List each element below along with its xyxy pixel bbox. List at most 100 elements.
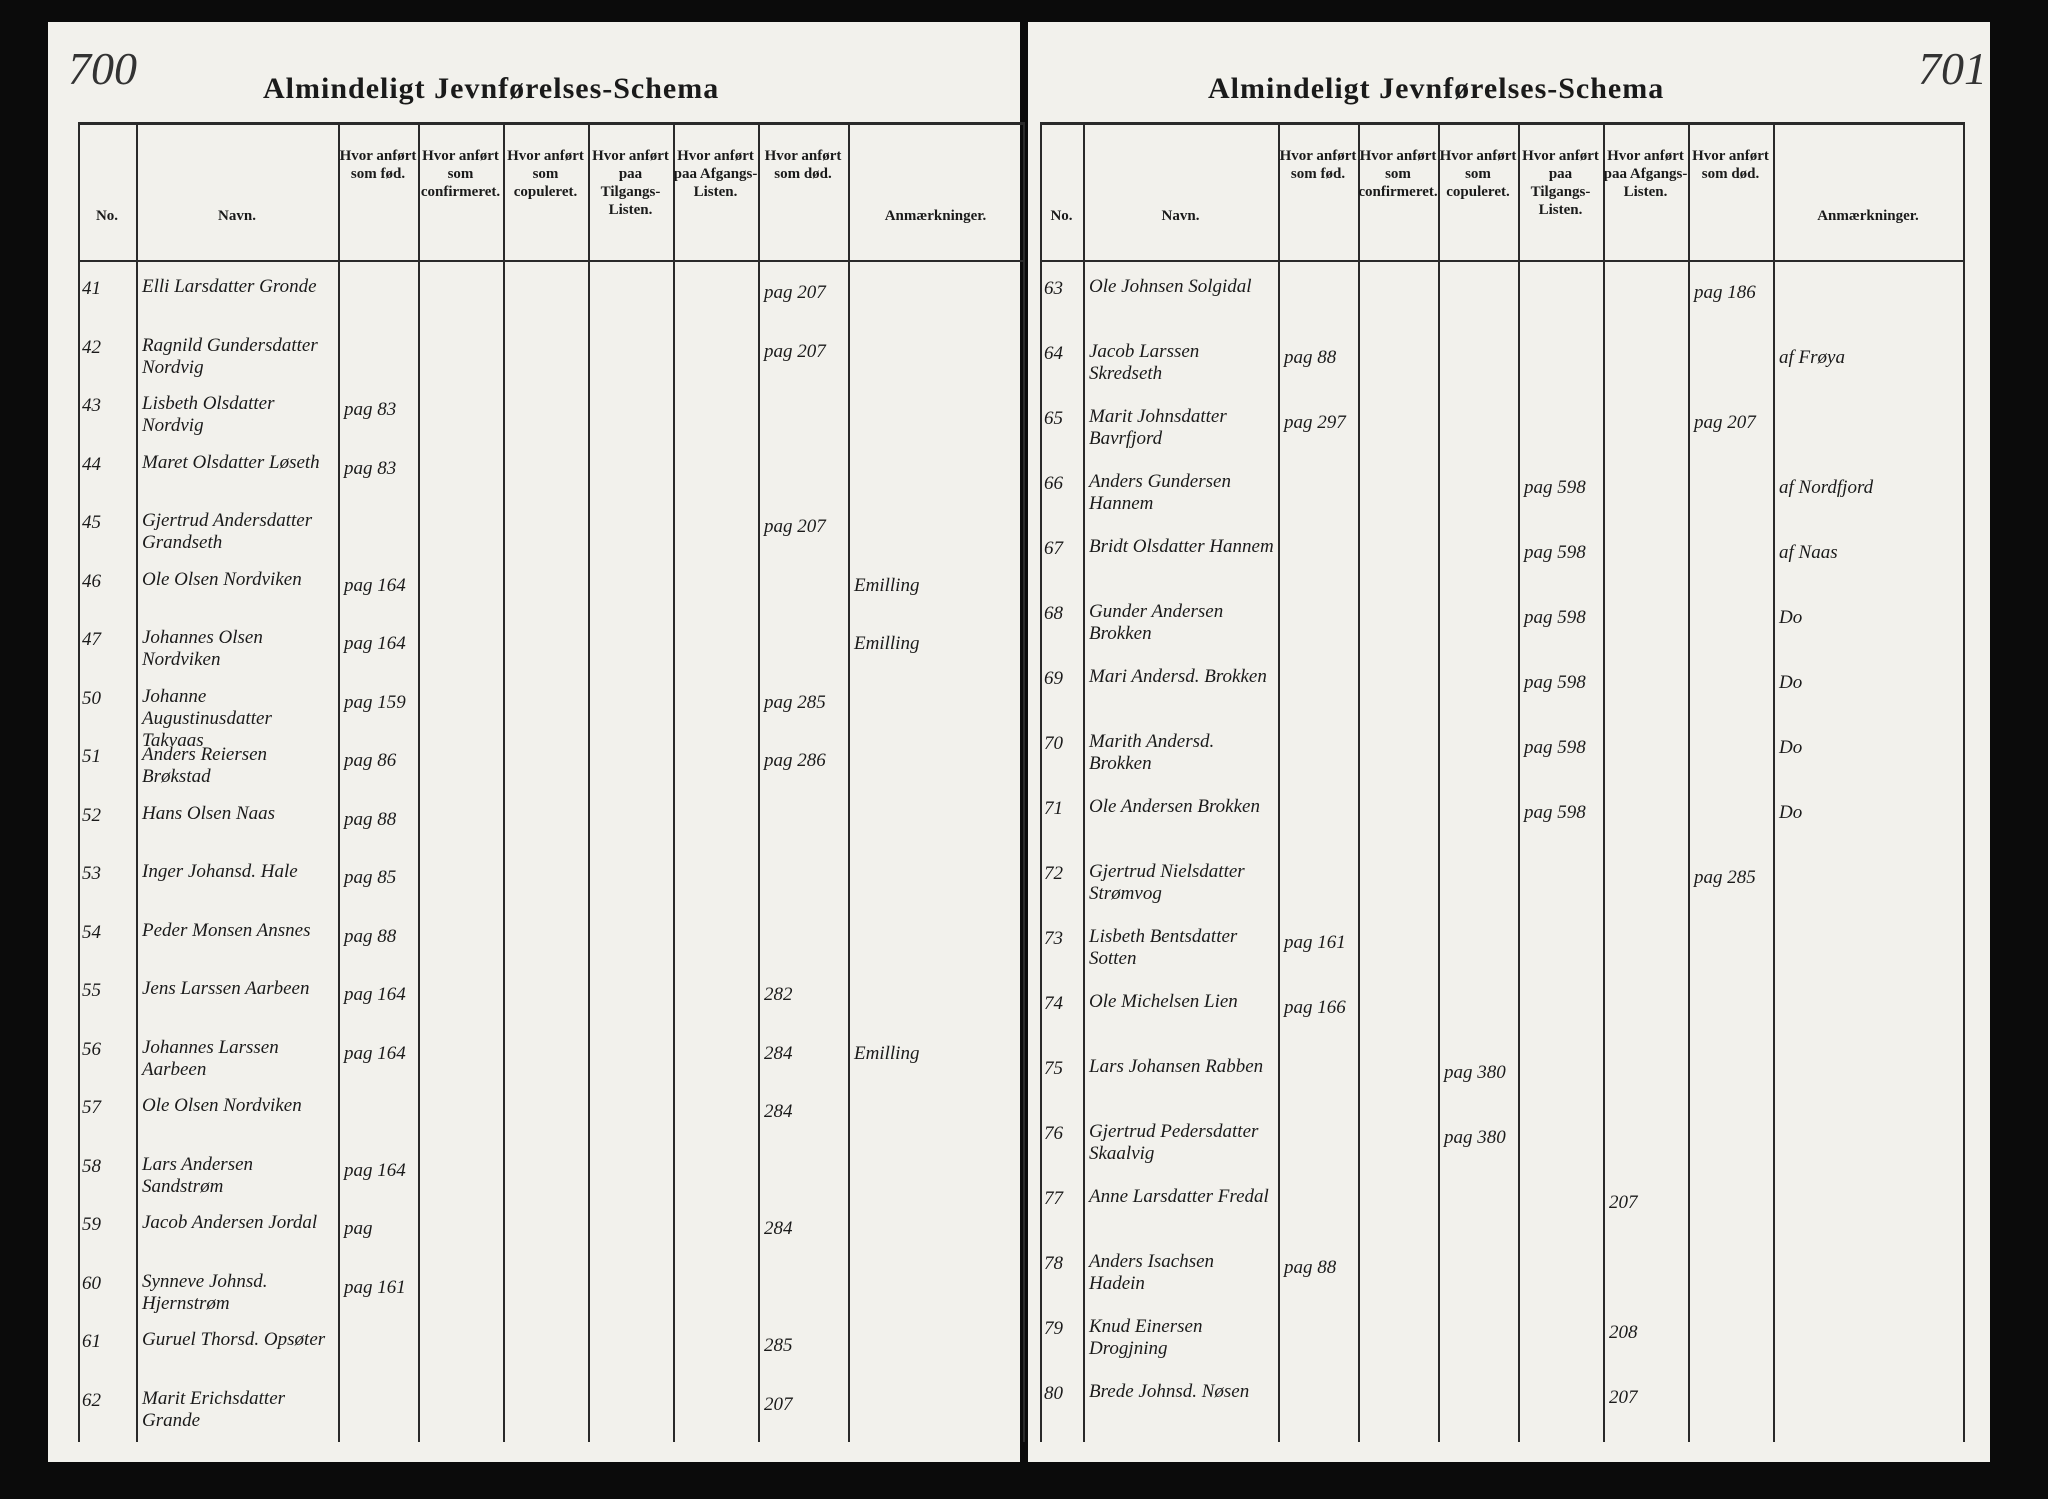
column-rule (418, 122, 420, 1442)
row-number: 80 (1044, 1383, 1063, 1404)
row-number: 53 (82, 863, 101, 884)
entry-til: pag 598 (1524, 477, 1586, 498)
row-number: 72 (1044, 863, 1063, 884)
row-name: Lars Andersen Sandstrøm (142, 1153, 254, 1197)
entry-anm: af Frøya (1779, 347, 1845, 368)
entry-dod: pag 186 (1694, 282, 1756, 303)
row-name: Anders Gundersen Hannem (1089, 471, 1231, 514)
entry-anm: af Naas (1779, 542, 1838, 563)
column-header: Hvor anført paa Afgangs-Listen. (673, 148, 758, 200)
entry-dod: pag 207 (764, 340, 826, 362)
column-rule (758, 122, 760, 1442)
row-name: Inger Johansd. Hale (142, 861, 298, 882)
row-name: Gjertrud Pedersdatter Skaalvig (1089, 1121, 1259, 1164)
page-number: 701 (1918, 43, 1987, 94)
entry-cop: pag 380 (1444, 1062, 1506, 1083)
entry-afg: 207 (1609, 1387, 1638, 1408)
row-name: Elli Larsdatter Gronde (142, 276, 317, 297)
entry-cop: pag 380 (1444, 1127, 1506, 1148)
row-name: Marit Erichsdatter Grande (142, 1387, 286, 1431)
entry-dod: 207 (764, 1393, 793, 1415)
row-name: Anne Larsdatter Fredal (1089, 1186, 1269, 1207)
entry-fod: pag 164 (344, 633, 406, 654)
row-name: Anders Reiersen Brøkstad (142, 744, 268, 787)
entry-fod: pag 159 (344, 691, 406, 713)
entry-dod: 284 (764, 1218, 793, 1239)
entry-fod: pag 88 (1284, 1257, 1337, 1278)
row-number: 59 (82, 1214, 101, 1235)
column-header: Hvor anført som confirmeret. (420, 148, 501, 200)
entry-anm: Do (1779, 607, 1803, 628)
entry-anm: Emilling (854, 633, 920, 654)
column-header: Hvor anført paa Tilgangs-Listen. (592, 148, 669, 218)
column-rule (1358, 122, 1360, 1442)
entry-fod: pag 161 (1284, 932, 1346, 953)
row-number: 56 (82, 1038, 101, 1060)
entry-fod: pag 83 (344, 399, 397, 420)
entry-anm: Emilling (854, 574, 920, 596)
row-number: 44 (82, 453, 101, 475)
entry-fod: pag 164 (344, 1159, 406, 1181)
column-header: Hvor anført som død. (1692, 148, 1769, 182)
row-number: 63 (1044, 278, 1063, 299)
row-number: 55 (82, 980, 101, 1001)
column-header: Hvor anført paa Afgangs-Listen. (1603, 148, 1688, 200)
entry-til: pag 598 (1524, 607, 1586, 628)
header-rule (78, 122, 1023, 125)
entry-fod: pag 164 (344, 984, 406, 1005)
row-number: 60 (82, 1272, 101, 1294)
row-number: 43 (82, 395, 101, 416)
row-name: Anders Isachsen Hadein (1089, 1251, 1215, 1294)
row-number: 41 (82, 278, 101, 299)
entry-dod: pag 207 (764, 516, 826, 537)
entry-dod: pag 285 (764, 691, 826, 713)
column-header: No. (95, 208, 119, 224)
left-page: 700 Almindeligt Jevnførelses-Schema No. Nav… (48, 22, 1025, 1462)
row-number: 79 (1044, 1318, 1063, 1339)
column-rule (588, 122, 590, 1442)
column-rule (136, 122, 138, 1442)
row-number: 50 (82, 687, 101, 709)
row-number: 66 (1044, 473, 1063, 494)
row-name: Brede Johnsd. Nøsen (1089, 1381, 1250, 1402)
row-name: Mari Andersd. Brokken (1089, 666, 1267, 687)
column-header: No. (1050, 208, 1073, 224)
entry-til: pag 598 (1524, 737, 1586, 758)
row-name: Guruel Thorsd. Opsøter (142, 1329, 326, 1350)
page-title: Almindeligt Jevnførelses-Schema (263, 72, 720, 105)
header-rule (1040, 122, 1963, 125)
entry-dod: 282 (764, 984, 793, 1005)
column-rule (1438, 122, 1440, 1442)
column-rule (673, 122, 675, 1442)
entry-til: pag 598 (1524, 542, 1586, 563)
row-name: Synneve Johnsd. Hjernstrøm (142, 1270, 268, 1314)
row-name: Ole Johnsen Solgidal (1089, 276, 1252, 297)
row-number: 65 (1044, 408, 1063, 429)
column-rule (1278, 122, 1280, 1442)
row-number: 45 (82, 512, 101, 533)
column-rule (503, 122, 505, 1442)
row-number: 69 (1044, 668, 1063, 689)
entry-dod: pag 285 (1694, 867, 1756, 888)
row-number: 42 (82, 336, 101, 358)
column-rule (1023, 122, 1025, 1442)
column-header: Hvor anført som copuleret. (507, 148, 584, 200)
entry-dod: 285 (764, 1335, 793, 1356)
row-name: Jacob Andersen Jordal (142, 1212, 318, 1233)
row-name: Marit Johnsdatter Bavrfjord (1089, 406, 1227, 449)
row-number: 54 (82, 921, 101, 943)
row-number: 67 (1044, 538, 1063, 559)
entry-fod: pag 164 (344, 1042, 406, 1064)
page-title: Almindeligt Jevnførelses-Schema (1208, 72, 1665, 105)
row-name: Johannes Olsen Nordviken (142, 627, 263, 670)
row-number: 76 (1044, 1123, 1063, 1144)
entry-dod: pag 207 (764, 282, 826, 303)
entry-afg: 208 (1609, 1322, 1638, 1343)
row-name: Bridt Olsdatter Hannem (1089, 536, 1274, 557)
entry-fod: pag (344, 1218, 373, 1239)
row-name: Johanne Augustinusdatter Takvaas (142, 685, 272, 751)
row-number: 47 (82, 629, 101, 650)
row-name: Lisbeth Bentsdatter Sotten (1089, 926, 1238, 969)
entry-fod: pag 85 (344, 867, 397, 888)
row-number: 71 (1044, 798, 1063, 819)
